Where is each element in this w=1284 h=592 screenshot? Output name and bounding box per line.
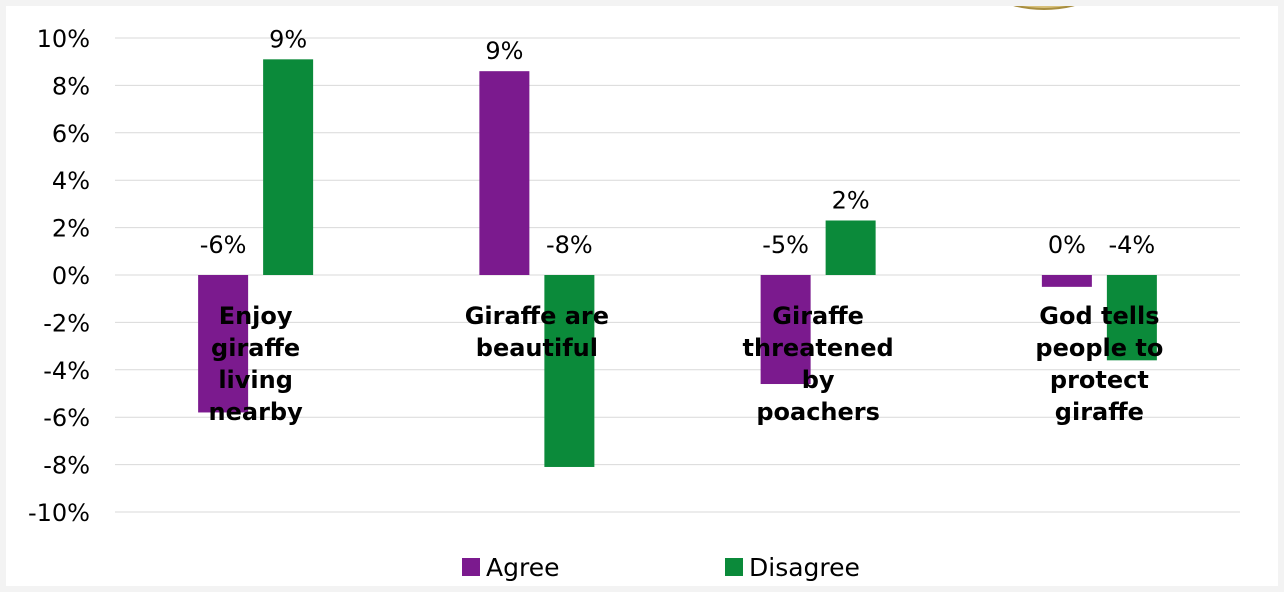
y-tick-label: 2%	[52, 215, 90, 243]
bar-disagree	[825, 220, 876, 275]
y-tick-label: 4%	[52, 167, 90, 195]
x-category-label-line: Giraffe are	[465, 302, 609, 330]
x-category-label-line: beautiful	[476, 334, 598, 362]
data-label: -8%	[546, 231, 593, 259]
data-label: -6%	[200, 231, 247, 259]
x-category-label: Giraffe are beautiful	[465, 302, 609, 362]
x-category-label: Giraffe threatened by poachers	[743, 302, 894, 426]
y-tick-label: -6%	[43, 404, 90, 432]
y-tick-label: -4%	[43, 357, 90, 385]
y-tick-label: -2%	[43, 309, 90, 337]
legend-label-agree: Agree	[486, 553, 559, 582]
x-category-label-line: Enjoy	[219, 302, 293, 330]
x-category-label-line: threatened	[743, 334, 894, 362]
legend-swatch-disagree	[725, 558, 743, 576]
bar-disagree	[1106, 275, 1157, 361]
data-label: -5%	[762, 231, 809, 259]
y-tick-label: 8%	[52, 72, 90, 100]
y-tick-label: -10%	[28, 499, 90, 527]
x-category-label: Enjoy giraffe living nearby	[209, 302, 304, 426]
bar-agree	[479, 71, 530, 276]
x-category-label-line: living	[218, 366, 293, 394]
x-category-label: God tells people to protect giraffe	[1035, 302, 1163, 426]
data-label: 0%	[1048, 231, 1086, 259]
y-tick-label: 6%	[52, 120, 90, 148]
bar-agree	[760, 275, 811, 385]
x-category-label-line: Giraffe	[772, 302, 864, 330]
x-category-label-line: protect	[1050, 366, 1149, 394]
y-tick-label: -8%	[43, 452, 90, 480]
x-category-label-line: giraffe	[211, 334, 300, 362]
x-category-label-line: poachers	[756, 398, 880, 426]
data-label: 9%	[269, 25, 307, 53]
x-category-label-line: God tells	[1039, 302, 1159, 330]
y-tick-label: 10%	[37, 25, 90, 53]
y-tick-label: 0%	[52, 262, 90, 290]
x-category-label-line: by	[802, 366, 835, 394]
data-label: 9%	[485, 37, 523, 65]
x-category-label-line: giraffe	[1055, 398, 1144, 426]
bar-agree	[1041, 275, 1092, 287]
data-label: -4%	[1109, 231, 1156, 259]
legend-label-disagree: Disagree	[749, 553, 860, 582]
legend-swatch-agree	[462, 558, 480, 576]
x-category-label-line: people to	[1035, 334, 1163, 362]
bar-disagree	[263, 59, 314, 275]
data-label: 2%	[832, 186, 870, 214]
bar-disagree	[544, 275, 595, 467]
x-category-label-line: nearby	[209, 398, 304, 426]
bar-agree	[198, 275, 249, 413]
